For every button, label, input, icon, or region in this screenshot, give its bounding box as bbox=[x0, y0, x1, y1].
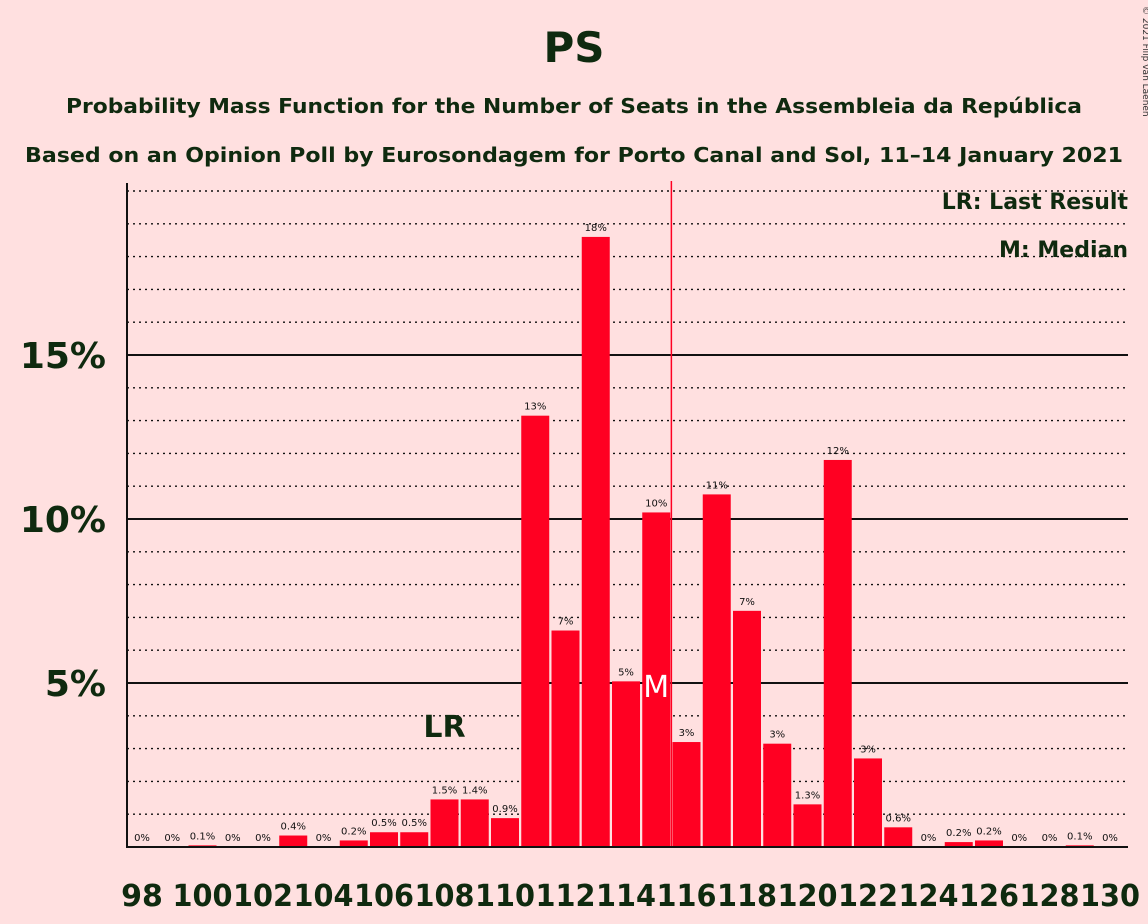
data-label-seat-99: 0% bbox=[164, 833, 180, 844]
bar-seat-106 bbox=[370, 832, 398, 847]
data-label-seat-130: 0% bbox=[1102, 833, 1118, 844]
data-label-seat-119: 3% bbox=[769, 730, 785, 741]
x-tick-label: 120 bbox=[778, 879, 838, 914]
data-label-seat-117: 11% bbox=[706, 480, 728, 491]
data-label-seat-115: 10% bbox=[645, 498, 667, 509]
bar-seat-107 bbox=[400, 832, 429, 847]
data-label-seat-128: 0% bbox=[1042, 833, 1058, 844]
bar-seat-119 bbox=[763, 743, 792, 847]
bar-seat-120 bbox=[793, 804, 822, 847]
data-label-seat-116: 3% bbox=[679, 728, 695, 739]
data-label-seat-100: 0.1% bbox=[190, 831, 215, 842]
bar-seat-122 bbox=[854, 758, 882, 847]
x-tick-label: 106 bbox=[354, 879, 414, 914]
data-label-seat-107: 0.5% bbox=[402, 818, 427, 829]
bar-seat-113 bbox=[581, 236, 610, 848]
bar-seat-111 bbox=[521, 415, 550, 847]
bar-labels: 0% 0% 0.1% 0% 0% 0.4% 0% 0.2% 0.5% 0.5% 1.5% 1.4% 0.… bbox=[134, 223, 1118, 844]
x-tick-label: 128 bbox=[1020, 879, 1080, 914]
legend-median: M: Median bbox=[999, 238, 1128, 263]
data-label-seat-118: 7% bbox=[739, 597, 755, 608]
data-label-seat-98: 0% bbox=[134, 833, 150, 844]
bar-seat-103 bbox=[279, 835, 308, 847]
data-label-seat-124: 0% bbox=[921, 833, 937, 844]
bars bbox=[188, 236, 1094, 848]
y-tick-label: 15% bbox=[20, 336, 106, 377]
data-label-seat-105: 0.2% bbox=[341, 826, 366, 837]
bar-seat-109 bbox=[460, 799, 489, 847]
data-label-seat-113: 18% bbox=[585, 223, 607, 234]
y-tick-label: 5% bbox=[45, 664, 106, 705]
copyright-text: © 2021 Filip van Laenen bbox=[1140, 6, 1148, 117]
bar-seat-116 bbox=[672, 742, 701, 847]
data-label-seat-123: 0.6% bbox=[886, 813, 911, 824]
data-label-seat-127: 0% bbox=[1011, 833, 1027, 844]
x-tick-label: 126 bbox=[959, 879, 1019, 914]
bar-seat-110 bbox=[491, 818, 519, 847]
bar-seat-125 bbox=[944, 842, 973, 847]
x-tick-label: 110 bbox=[475, 879, 535, 914]
chart-subtitle-2: Based on an Opinion Poll by Eurosondagem… bbox=[25, 143, 1123, 167]
chart-subtitle-1: Probability Mass Function for the Number… bbox=[66, 94, 1082, 118]
bar-seat-123 bbox=[884, 827, 913, 847]
bar-seat-117 bbox=[702, 494, 731, 847]
bar-seat-126 bbox=[975, 840, 1003, 847]
data-label-seat-109: 1.4% bbox=[462, 785, 487, 796]
x-tick-label: 122 bbox=[838, 879, 898, 914]
x-tick-label: 130 bbox=[1080, 879, 1140, 914]
x-tick-label: 124 bbox=[899, 879, 959, 914]
bar-seat-112 bbox=[551, 630, 580, 847]
bar-seat-118 bbox=[733, 610, 761, 847]
bar-seat-115 bbox=[642, 512, 671, 847]
data-label-seat-104: 0% bbox=[316, 833, 332, 844]
data-label-seat-110: 0.9% bbox=[492, 804, 517, 815]
data-label-seat-111: 13% bbox=[524, 402, 546, 413]
data-label-seat-125: 0.2% bbox=[946, 828, 971, 839]
x-tick-label: 118 bbox=[717, 879, 777, 914]
data-label-seat-103: 0.4% bbox=[281, 822, 306, 833]
data-label-seat-122: 3% bbox=[860, 744, 876, 755]
x-tick-label: 116 bbox=[657, 879, 717, 914]
axes: M LR 5% 10% 15% 98 100 102 104 106 108 110 112 114 116… bbox=[20, 181, 1140, 914]
bar-seat-121 bbox=[823, 459, 852, 847]
median-marker: M bbox=[643, 670, 669, 705]
x-tick-label: 112 bbox=[536, 879, 596, 914]
data-label-seat-112: 7% bbox=[558, 617, 574, 628]
last-result-marker: LR bbox=[423, 710, 465, 745]
data-label-seat-108: 1.5% bbox=[432, 785, 457, 796]
x-tick-label: 98 bbox=[121, 879, 163, 914]
data-label-seat-121: 12% bbox=[827, 446, 849, 457]
x-tick-label: 108 bbox=[415, 879, 475, 914]
data-label-seat-114: 5% bbox=[618, 667, 634, 678]
data-label-seat-106: 0.5% bbox=[371, 818, 396, 829]
chart-title: PS bbox=[543, 23, 604, 72]
x-tick-label: 102 bbox=[233, 879, 293, 914]
bar-seat-105 bbox=[339, 840, 368, 847]
data-label-seat-129: 0.1% bbox=[1067, 831, 1092, 842]
legend-last-result: LR: Last Result bbox=[942, 190, 1129, 215]
x-tick-label: 100 bbox=[173, 879, 233, 914]
x-tick-label: 114 bbox=[596, 879, 656, 914]
data-label-seat-126: 0.2% bbox=[976, 826, 1001, 837]
bar-seat-114 bbox=[612, 681, 640, 847]
data-label-seat-101: 0% bbox=[225, 833, 241, 844]
x-tick-label: 104 bbox=[294, 879, 354, 914]
bar-seat-108 bbox=[430, 799, 459, 847]
y-tick-label: 10% bbox=[20, 500, 106, 541]
data-label-seat-120: 1.3% bbox=[795, 790, 820, 801]
grid-lines bbox=[127, 190, 1128, 815]
data-label-seat-102: 0% bbox=[255, 833, 271, 844]
